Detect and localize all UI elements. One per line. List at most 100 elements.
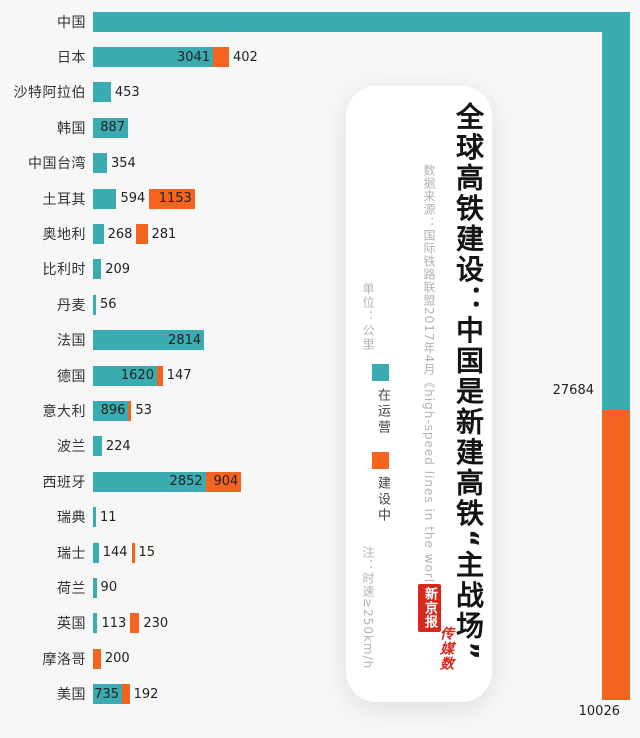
construction-bar-segment: 904	[205, 471, 242, 492]
bar-group: 2814	[93, 330, 205, 351]
value-label: 2852	[169, 474, 203, 490]
value-label: 1153	[158, 191, 192, 207]
info-card: 全球高铁建设：中国是新建高铁“主战场” 数据来源：国际铁路联盟2017年4月《h…	[346, 86, 492, 702]
publisher-logo: 新京报	[418, 584, 441, 632]
china-operating-value: 27684	[552, 383, 594, 398]
legend-construction-swatch	[372, 452, 389, 469]
country-label: 波兰	[57, 439, 86, 456]
value-label: 53	[135, 403, 152, 419]
operating-bar-segment	[93, 82, 111, 103]
bar-group: 56	[93, 294, 121, 315]
legend-operating-swatch	[372, 364, 389, 381]
bar-chart: 中国 日本 3041 402 沙特阿拉伯 453 韩国 887 中国台湾 354 土耳其 594 115…	[0, 4, 640, 712]
operating-bar-segment	[93, 613, 98, 634]
construction-bar-segment: 1153	[149, 188, 195, 209]
operating-bar-segment	[93, 577, 97, 598]
country-label: 法国	[57, 333, 86, 350]
operating-bar-segment	[93, 188, 117, 209]
country-label: 奥地利	[42, 227, 86, 244]
bar-group: 887	[93, 117, 129, 138]
bar-group: 90	[93, 577, 121, 598]
construction-bar-segment	[156, 365, 163, 386]
chart-title: 全球高铁建设：中国是新建高铁“主战场”	[452, 102, 485, 663]
value-label: 90	[100, 580, 118, 596]
bar-group: 3041 402	[93, 47, 262, 68]
operating-bar-segment: 2814	[93, 330, 205, 351]
country-label: 比利时	[42, 262, 86, 279]
bar-group: 1620 147	[93, 365, 196, 386]
country-label: 意大利	[42, 403, 86, 420]
china-operating-bar-horizontal	[93, 11, 630, 32]
chart-row: 比利时 209	[0, 252, 640, 287]
operating-bar-segment: 3041	[93, 47, 214, 68]
value-label: 144	[102, 545, 128, 561]
note: 注：时速≥250km/h	[361, 546, 375, 670]
value-label: 268	[107, 226, 133, 242]
country-label: 中国	[57, 14, 86, 31]
operating-bar-segment	[93, 294, 96, 315]
country-label: 英国	[57, 616, 86, 633]
country-label: 沙特阿拉伯	[13, 85, 86, 102]
value-label: 1620	[120, 368, 154, 384]
value-label: 453	[114, 84, 140, 100]
construction-bar-segment	[131, 542, 135, 563]
operating-bar-segment	[93, 224, 104, 245]
operating-bar-segment	[93, 542, 99, 563]
value-label: 147	[166, 368, 192, 384]
operating-bar-segment	[93, 507, 96, 528]
country-label: 土耳其	[42, 191, 86, 208]
operating-bar-segment	[93, 153, 107, 174]
chart-row: 意大利 896 53	[0, 393, 640, 428]
construction-bar-segment	[136, 224, 148, 245]
chart-row: 摩洛哥 200	[0, 641, 640, 676]
value-label: 887	[100, 120, 126, 136]
bar-group: 594 1153	[93, 188, 195, 209]
value-label: 354	[110, 155, 136, 171]
chart-row: 中国	[0, 4, 640, 39]
value-label: 3041	[177, 49, 211, 65]
operating-bar-segment: 896	[93, 400, 129, 421]
value-label: 200	[104, 651, 130, 667]
country-label: 丹麦	[57, 297, 86, 314]
operating-bar-segment: 1620	[93, 365, 157, 386]
operating-bar-segment: 887	[93, 117, 129, 138]
bar-group: 224	[93, 436, 135, 457]
construction-bar-segment	[128, 400, 132, 421]
value-label: 281	[151, 226, 177, 242]
value-label: 2814	[168, 332, 202, 348]
value-label: 896	[100, 403, 126, 419]
value-label: 224	[105, 438, 131, 454]
operating-bar-segment	[93, 259, 102, 280]
chart-row: 奥地利 268 281	[0, 216, 640, 251]
value-label: 735	[94, 686, 120, 702]
country-label: 瑞士	[57, 545, 86, 562]
operating-bar-segment: 735	[93, 684, 123, 705]
country-label: 摩洛哥	[42, 651, 86, 668]
country-label: 日本	[57, 50, 86, 67]
bar-group: 268 281	[93, 224, 180, 245]
value-label: 192	[133, 686, 159, 702]
country-label: 瑞典	[57, 510, 86, 527]
chart-row: 法国 2814	[0, 323, 640, 358]
value-label: 594	[120, 191, 146, 207]
construction-bar-segment	[130, 613, 140, 634]
bar-group: 453	[93, 82, 144, 103]
bar-group: 11	[93, 507, 121, 528]
china-construction-value: 10026	[578, 704, 620, 719]
chart-row: 波兰 224	[0, 429, 640, 464]
country-label: 韩国	[57, 120, 86, 137]
chart-row: 瑞士 144 15	[0, 535, 640, 570]
china-operating-bar-vertical	[602, 12, 630, 410]
chart-row: 瑞典 11	[0, 499, 640, 534]
operating-bar-segment: 2852	[93, 471, 206, 492]
chart-row: 丹麦 56	[0, 287, 640, 322]
bar-group: 354	[93, 153, 140, 174]
publisher-logo-sub: 传媒数	[438, 626, 454, 671]
country-label: 西班牙	[42, 474, 86, 491]
country-label: 中国台湾	[28, 156, 86, 173]
value-label: 113	[101, 615, 127, 631]
chart-row: 西班牙 2852 904	[0, 464, 640, 499]
china-wrap-bar	[602, 12, 630, 700]
china-construction-bar-vertical	[602, 410, 630, 700]
